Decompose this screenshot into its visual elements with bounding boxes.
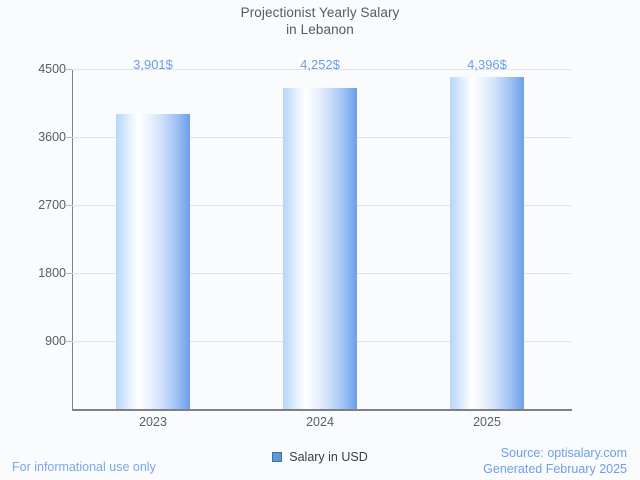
source-text: Source: optisalary.com: [500, 446, 627, 460]
bar-2025[interactable]: [450, 77, 524, 409]
y-tick-label-2700: 2700: [38, 198, 66, 212]
x-axis-line: [72, 409, 572, 411]
bar-label-2023: 3,901$: [133, 57, 173, 72]
y-tick-label-3600: 3600: [38, 130, 66, 144]
bar-label-2025: 4,396$: [467, 57, 507, 72]
bar-2024[interactable]: [283, 88, 357, 409]
source-block: Source: optisalary.com Generated Februar…: [483, 445, 627, 477]
bar-label-2024: 4,252$: [300, 57, 340, 72]
x-tick-label-2023: 2023: [139, 415, 167, 429]
chart-title-line1: Projectionist Yearly Salary: [240, 5, 400, 20]
x-tick-label-2024: 2024: [306, 415, 334, 429]
disclaimer-text: For informational use only: [12, 460, 156, 474]
legend-swatch-icon: [272, 452, 283, 462]
y-tick-label-900: 900: [45, 334, 66, 348]
generated-text: Generated February 2025: [483, 462, 627, 476]
y-tick-label-1800: 1800: [38, 266, 66, 280]
y-tick-label-4500: 4500: [38, 62, 66, 76]
chart-title-line2: in Lebanon: [286, 22, 354, 37]
plot-area: [66, 69, 571, 409]
bar-2023[interactable]: [116, 114, 190, 409]
x-tick-label-2025: 2025: [473, 415, 501, 429]
legend-item-label: Salary in USD: [289, 450, 368, 464]
y-axis-line: [72, 69, 73, 410]
chart-title: Projectionist Yearly Salary in Lebanon: [0, 4, 640, 38]
chart-legend: Salary in USD: [0, 450, 640, 464]
gridline-4500: [66, 69, 571, 70]
